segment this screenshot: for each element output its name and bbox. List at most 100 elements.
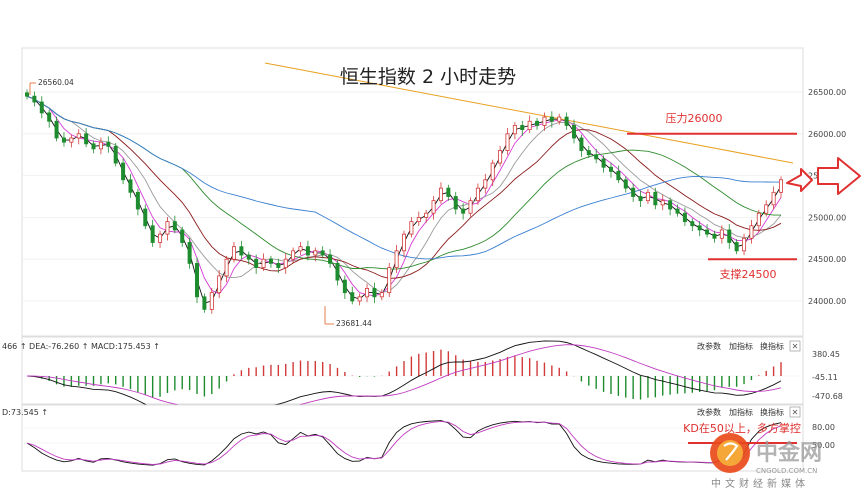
candle: [719, 229, 724, 239]
watermark-name: 中金网: [756, 440, 822, 466]
candle: [335, 262, 340, 281]
candle: [409, 221, 414, 235]
candle: [483, 179, 488, 189]
candle: [616, 171, 621, 181]
candle: [224, 258, 229, 277]
kd-switch-indicator-button[interactable]: 换指标: [760, 407, 784, 417]
candle: [512, 125, 517, 135]
candle: [320, 250, 325, 256]
candle: [461, 208, 466, 214]
candle: [84, 133, 89, 145]
kd-close-button[interactable]: [789, 406, 801, 418]
candle: [158, 233, 163, 243]
y-tick-label: 24000.00: [808, 297, 846, 306]
candle: [268, 258, 273, 264]
candle: [579, 137, 584, 151]
candle: [394, 250, 399, 268]
candle: [379, 292, 384, 298]
candle: [69, 137, 74, 143]
arrow-small-icon: [786, 168, 813, 192]
kd-buttons: 改参数 加指标 换指标 ✕: [697, 406, 801, 418]
macd-switch-indicator-button[interactable]: 换指标: [760, 341, 784, 351]
candle: [239, 246, 244, 256]
macd-buttons: 改参数 加指标 换指标 ✕: [697, 340, 801, 352]
candle: [705, 229, 710, 235]
kd-header: D:73.545 ↑: [2, 408, 48, 417]
candle: [675, 208, 680, 214]
candle: [453, 196, 458, 210]
y-tick-label: 24500.00: [808, 255, 846, 264]
candle: [231, 246, 236, 260]
candle: [305, 246, 310, 256]
candle: [431, 200, 436, 214]
candle: [697, 225, 702, 231]
candle: [771, 191, 776, 206]
candle: [54, 120, 59, 139]
arrow-large-icon: [817, 157, 861, 195]
candle: [121, 162, 126, 181]
candle: [150, 225, 155, 243]
candle: [734, 242, 739, 252]
candle: [490, 162, 495, 181]
candle: [202, 296, 207, 310]
kd-edit-params-button[interactable]: 改参数: [697, 407, 721, 417]
candle: [372, 288, 377, 298]
candle: [135, 191, 140, 210]
candle: [756, 212, 761, 227]
macd-close-button[interactable]: [789, 340, 801, 352]
candle: [365, 288, 370, 298]
candle: [727, 229, 732, 243]
candle: [180, 229, 185, 243]
candle: [623, 179, 628, 189]
trend-lines: [264, 62, 794, 164]
grid-lines: [22, 91, 803, 302]
candle: [608, 166, 613, 172]
macd-add-indicator-button[interactable]: 加指标: [729, 341, 753, 351]
macd-scale-mid: -45.11: [812, 373, 838, 382]
candle: [764, 204, 769, 214]
candle: [254, 258, 259, 268]
macd-edit-params-button[interactable]: 改参数: [697, 341, 721, 351]
candle: [76, 133, 81, 139]
candle: [195, 262, 200, 298]
candle: [653, 191, 658, 206]
candle: [328, 254, 333, 264]
kd-plot: [22, 420, 803, 466]
candle: [690, 221, 695, 227]
candle: [572, 125, 577, 139]
candle: [742, 237, 747, 252]
y-tick-label: 25000.00: [808, 213, 846, 222]
watermark-subtitle: 中文财经新媒体: [711, 477, 809, 490]
candle: [601, 158, 606, 168]
candle: [505, 133, 510, 151]
candle: [217, 275, 222, 294]
candle: [39, 101, 44, 114]
kd-annotation: KD在50以上，多方掌控: [683, 421, 801, 435]
candle: [564, 116, 569, 126]
watermark-domain: CNGOLD.COM.CN: [756, 467, 817, 475]
candle: [660, 200, 665, 206]
kd-add-indicator-button[interactable]: 加指标: [729, 407, 753, 417]
candle: [749, 225, 754, 239]
kd-scale-mid: 50.00: [812, 441, 835, 450]
candle: [401, 233, 406, 252]
candle: [594, 154, 599, 160]
candle: [24, 92, 29, 97]
resistance-label: 压力26000: [666, 112, 723, 125]
candle: [424, 212, 429, 218]
candle: [438, 187, 443, 202]
main-panel: [21, 47, 804, 337]
ma-line: [26, 95, 782, 279]
candle: [712, 233, 717, 239]
candle: [542, 116, 547, 126]
candle: [61, 137, 66, 143]
high-label: 26560.04: [38, 78, 74, 87]
candle: [47, 112, 52, 122]
candle: [549, 116, 554, 122]
macd-header: 466 ↑ DEA:-76.260 ↑ MACD:175.453 ↑: [2, 342, 160, 351]
candle: [91, 143, 96, 150]
candle: [113, 145, 118, 164]
macd-scale-bot: -470.68: [812, 392, 843, 401]
kd-d-line: [26, 420, 782, 465]
